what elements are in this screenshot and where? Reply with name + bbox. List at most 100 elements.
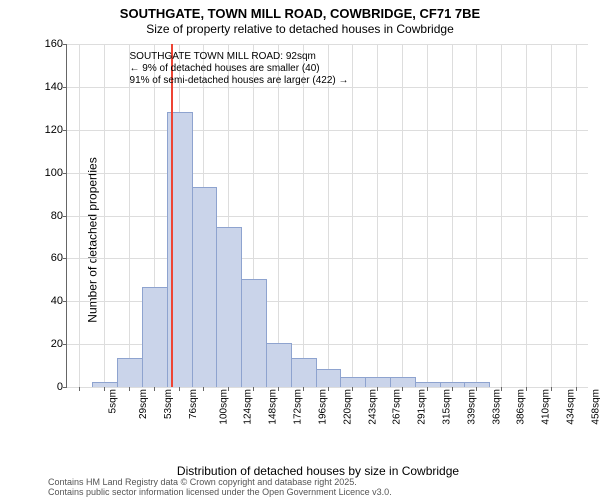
x-tick-label: 339sqm	[466, 389, 477, 425]
x-tick	[377, 387, 378, 391]
x-tick	[328, 387, 329, 391]
y-tick-label: 140	[45, 81, 63, 93]
x-tick	[427, 387, 428, 391]
axes: 0204060801001201401605sqm29sqm53sqm76sqm…	[66, 44, 588, 388]
x-tick	[352, 387, 353, 391]
y-tick-label: 100	[45, 167, 63, 179]
reference-line	[171, 44, 173, 387]
gridline-vertical	[104, 44, 105, 387]
x-tick	[79, 387, 80, 391]
gridline-vertical	[303, 44, 304, 387]
annotation-line: SOUTHGATE TOWN MILL ROAD: 92sqm	[130, 51, 349, 63]
x-tick-label: 220sqm	[342, 389, 353, 425]
y-tick-label: 0	[57, 381, 63, 393]
x-tick	[253, 387, 254, 391]
gridline-vertical	[551, 44, 552, 387]
gridline-vertical	[452, 44, 453, 387]
x-axis-label: Distribution of detached houses by size …	[48, 464, 588, 478]
gridline-vertical	[576, 44, 577, 387]
histogram-bar	[340, 377, 366, 387]
gridline-vertical	[427, 44, 428, 387]
gridline-vertical	[526, 44, 527, 387]
x-tick-label: 148sqm	[268, 389, 279, 425]
x-tick	[452, 387, 453, 391]
x-tick	[551, 387, 552, 391]
gridline-vertical	[402, 44, 403, 387]
x-tick	[303, 387, 304, 391]
y-tick-label: 160	[45, 38, 63, 50]
x-tick	[179, 387, 180, 391]
histogram-bar	[291, 358, 317, 387]
x-tick-label: 315sqm	[442, 389, 453, 425]
histogram-bar	[415, 382, 441, 387]
annotation-box: SOUTHGATE TOWN MILL ROAD: 92sqm← 9% of d…	[130, 51, 349, 87]
gridline-vertical	[501, 44, 502, 387]
annotation-line: 91% of semi-detached houses are larger (…	[130, 75, 349, 87]
x-tick	[203, 387, 204, 391]
y-tick	[63, 173, 67, 174]
x-tick	[104, 387, 105, 391]
histogram-bar	[390, 377, 416, 387]
x-tick-label: 386sqm	[516, 389, 527, 425]
chart-area: Number of detached properties 0204060801…	[48, 44, 588, 436]
y-tick-label: 20	[51, 338, 63, 350]
y-tick	[63, 387, 67, 388]
histogram-bar	[266, 343, 292, 387]
y-tick	[63, 258, 67, 259]
x-tick-label: 172sqm	[293, 389, 304, 425]
y-tick-label: 80	[51, 210, 63, 222]
gridline-vertical	[328, 44, 329, 387]
x-tick-label: 29sqm	[138, 389, 149, 419]
histogram-bar	[92, 382, 118, 387]
footer-attribution: Contains HM Land Registry data © Crown c…	[48, 478, 392, 498]
x-tick	[278, 387, 279, 391]
x-tick	[476, 387, 477, 391]
y-tick	[63, 344, 67, 345]
x-tick-label: 458sqm	[590, 389, 600, 425]
gridline-vertical	[129, 44, 130, 387]
gridline-vertical	[352, 44, 353, 387]
y-tick	[63, 87, 67, 88]
page-title: SOUTHGATE, TOWN MILL ROAD, COWBRIDGE, CF…	[0, 0, 600, 21]
gridline-vertical	[79, 44, 80, 387]
page-subtitle: Size of property relative to detached ho…	[0, 22, 600, 36]
histogram-bar	[192, 187, 218, 387]
histogram-bar	[464, 382, 490, 387]
x-tick-label: 124sqm	[243, 389, 254, 425]
x-tick-label: 243sqm	[367, 389, 378, 425]
histogram-bar	[117, 358, 143, 387]
x-tick	[228, 387, 229, 391]
x-tick	[526, 387, 527, 391]
x-tick-label: 76sqm	[188, 389, 199, 419]
histogram-bar	[216, 227, 242, 387]
y-tick	[63, 301, 67, 302]
x-tick	[576, 387, 577, 391]
x-tick-label: 291sqm	[417, 389, 428, 425]
x-tick-label: 5sqm	[108, 389, 119, 413]
x-tick-label: 410sqm	[541, 389, 552, 425]
y-tick	[63, 130, 67, 131]
x-tick-label: 100sqm	[218, 389, 229, 425]
x-tick-label: 363sqm	[491, 389, 502, 425]
y-tick-label: 120	[45, 124, 63, 136]
annotation-line: ← 9% of detached houses are smaller (40)	[130, 63, 349, 75]
gridline-vertical	[278, 44, 279, 387]
histogram-bar	[241, 279, 267, 387]
x-tick-label: 196sqm	[317, 389, 328, 425]
gridline-vertical	[377, 44, 378, 387]
gridline-vertical	[476, 44, 477, 387]
y-tick-label: 40	[51, 295, 63, 307]
histogram-bar	[440, 382, 466, 387]
histogram-bar	[142, 287, 168, 387]
footer-line: Contains public sector information licen…	[48, 488, 392, 498]
x-tick-label: 267sqm	[392, 389, 403, 425]
x-tick-label: 434sqm	[566, 389, 577, 425]
x-tick	[402, 387, 403, 391]
x-tick	[501, 387, 502, 391]
x-tick	[129, 387, 130, 391]
x-tick	[154, 387, 155, 391]
x-tick-label: 53sqm	[163, 389, 174, 419]
y-tick	[63, 216, 67, 217]
histogram-bar	[365, 377, 391, 387]
y-tick	[63, 44, 67, 45]
